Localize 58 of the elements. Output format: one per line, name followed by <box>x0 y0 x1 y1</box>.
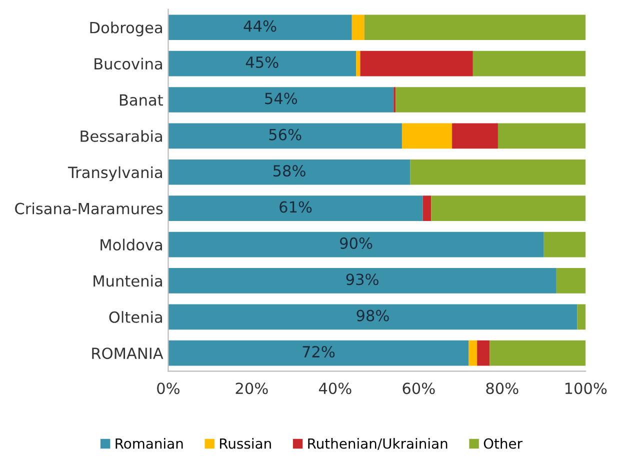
x-tick-label: 0% <box>157 382 180 394</box>
y-tick-label: Bucovina <box>94 58 162 70</box>
data-label: 54% <box>265 92 298 104</box>
data-label: 58% <box>273 165 306 177</box>
bar <box>472 50 586 76</box>
bar <box>431 196 586 222</box>
data-label: 72% <box>302 346 335 358</box>
bar <box>490 340 586 366</box>
data-label: 44% <box>244 20 276 32</box>
y-tick-label: Bessarabia <box>80 130 162 142</box>
y-tick-label: Crisana-Maramures <box>15 202 163 214</box>
data-label: 61% <box>280 201 312 213</box>
x-tick-label: 20% <box>236 382 268 394</box>
bar <box>360 50 473 76</box>
y-tick-label: Banat <box>120 94 163 106</box>
x-tick-label: 60% <box>402 382 435 394</box>
bar <box>544 232 586 258</box>
bar <box>396 87 586 112</box>
legend-label: Ruthenian/Ukrainian <box>308 438 448 450</box>
bar <box>402 123 452 149</box>
bar <box>168 123 402 149</box>
data-label: 45% <box>246 56 278 68</box>
y-tick-label: Transylvania <box>68 166 162 182</box>
x-tick-label: 80% <box>486 382 518 394</box>
bar <box>356 50 360 76</box>
bar <box>168 232 544 258</box>
bar <box>168 268 556 294</box>
bar <box>168 196 423 222</box>
x-tick-label: 40% <box>318 382 352 394</box>
bar <box>168 50 356 76</box>
bar <box>168 304 578 330</box>
data-label: 56% <box>269 128 302 140</box>
bar <box>410 159 586 185</box>
bar <box>577 304 586 330</box>
bar <box>168 87 394 112</box>
bar <box>468 340 478 366</box>
data-label: 98% <box>356 310 389 322</box>
bar <box>556 268 586 294</box>
bar <box>452 123 498 149</box>
legend-label: Romanian <box>116 438 183 449</box>
y-tick-label: Oltenia <box>109 311 162 323</box>
data-label: 90% <box>340 237 372 249</box>
bar <box>477 340 490 366</box>
bar <box>422 196 432 222</box>
y-tick-label: Moldova <box>100 238 162 251</box>
x-tick-label: 100% <box>565 382 607 394</box>
bar <box>364 14 586 40</box>
y-tick-label: ROMANIA <box>92 348 164 360</box>
bar <box>168 159 410 185</box>
bar <box>352 14 364 40</box>
legend-label: Russian <box>220 438 271 449</box>
bar <box>168 14 352 40</box>
data-label: 93% <box>346 274 378 286</box>
legend-label: Other <box>484 438 523 449</box>
y-tick-label: Dobrogea <box>90 22 162 36</box>
y-tick-label: Muntenia <box>94 274 162 287</box>
bar <box>498 123 586 149</box>
bar <box>168 340 469 366</box>
